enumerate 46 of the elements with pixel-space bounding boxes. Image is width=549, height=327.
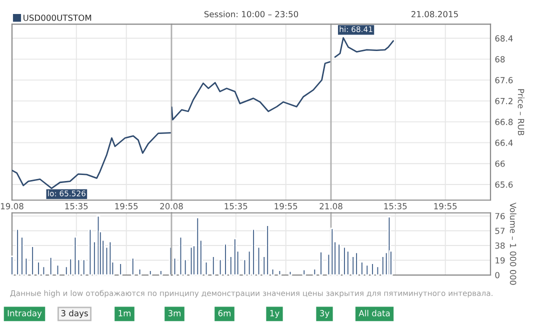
bar <box>118 262 122 276</box>
y-tick-label: 65.6 <box>495 181 513 188</box>
y-tick-label: 68.4 <box>495 35 513 42</box>
y-tick-label: 66.8 <box>495 118 513 126</box>
text: 1y <box>270 310 280 318</box>
x-tick-label: 15:35 <box>384 203 407 210</box>
text: 1m <box>118 310 130 316</box>
y-tick-label: 57 <box>495 228 505 234</box>
x-tick-label: 19:55 <box>115 203 138 210</box>
y-tick-label: 38 <box>495 242 505 249</box>
text: 3 days <box>61 310 88 318</box>
y-axis-title: Volume – 1 000 000 <box>510 202 516 285</box>
bar <box>48 256 53 276</box>
y-axis-title: Price – RUB <box>518 89 524 136</box>
bar <box>131 257 135 276</box>
text: 3m <box>168 310 180 316</box>
x-tick-label: 19:55 <box>434 203 457 210</box>
legend-label: USD000UTSTOM <box>24 14 92 21</box>
y-tick-label: 0 <box>495 272 500 278</box>
bar <box>159 270 163 276</box>
y-tick-label: 66 <box>495 160 505 167</box>
bar <box>56 264 60 276</box>
bar <box>30 246 34 276</box>
text: Intraday <box>8 310 42 318</box>
line-series <box>334 37 394 58</box>
y-tick-label: 68 <box>495 56 505 62</box>
bar <box>138 268 142 276</box>
x-tick-label: 20.08 <box>160 203 183 210</box>
x-tick-label: 21.08 <box>320 203 342 210</box>
y-tick-label: 66.4 <box>495 140 513 146</box>
x-tick-label: 15:35 <box>224 203 248 210</box>
bar <box>88 228 92 276</box>
text: 6m <box>218 310 230 316</box>
x-tick-label: 19:55 <box>274 203 298 210</box>
y-tick-label: 19 <box>496 257 505 264</box>
x-tick-label: 15:35 <box>65 203 88 210</box>
bar <box>73 236 78 276</box>
y-tick-label: 67.6 <box>495 77 513 84</box>
text: 21.08.2015 <box>411 11 458 18</box>
text: Session: 10:00 – 23:50 <box>204 10 298 18</box>
y-tick-label: 76 <box>495 212 505 220</box>
text: All data <box>358 310 390 316</box>
text: 3y <box>320 310 330 318</box>
x-tick-label: 19.08 <box>0 203 24 210</box>
bar <box>148 270 152 276</box>
y-tick-label: 67.2 <box>495 98 512 104</box>
